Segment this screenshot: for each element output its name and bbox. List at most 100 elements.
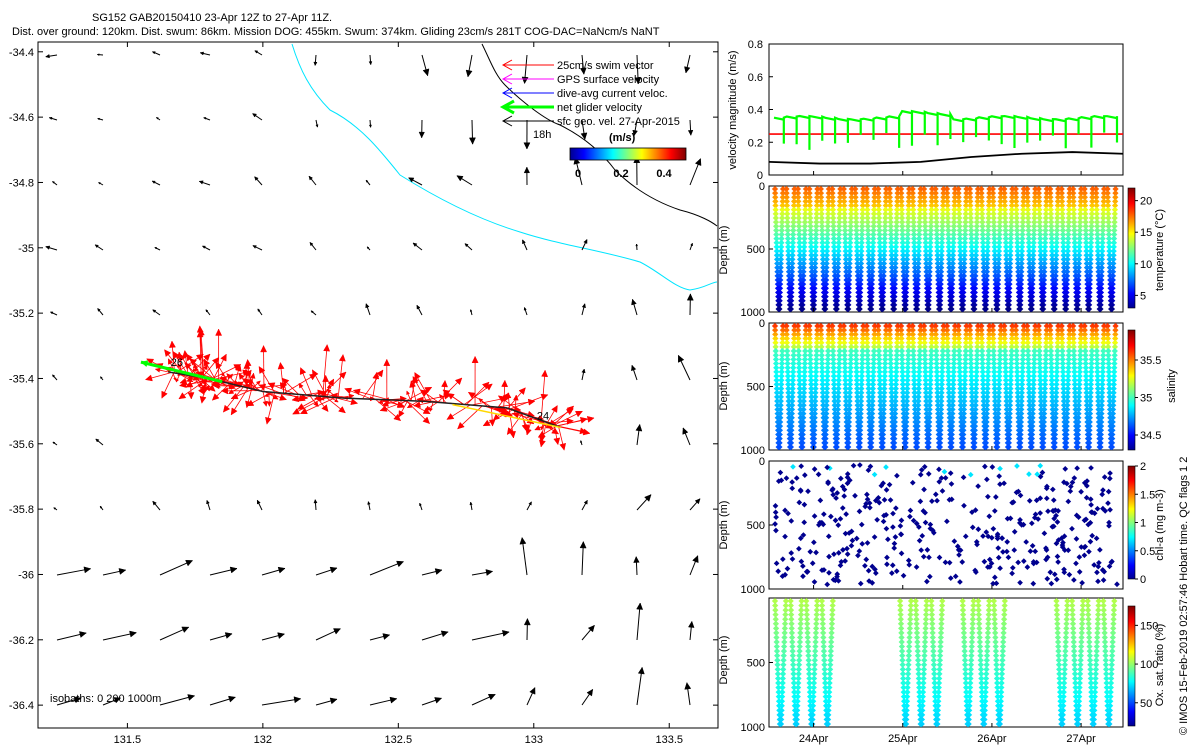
profile-point — [808, 256, 815, 263]
profile-point — [785, 256, 792, 263]
geo-velocity-arrow — [53, 507, 58, 511]
profile-point — [823, 256, 830, 263]
profile-point — [773, 252, 781, 259]
profile-point — [915, 252, 922, 259]
legend-label-gps: GPS surface velocity — [557, 74, 660, 86]
legend: 25cm/s swim vector GPS surface velocity … — [499, 59, 687, 180]
profile-point — [819, 252, 826, 259]
profile-point — [888, 256, 895, 263]
profile-point — [995, 268, 1002, 275]
profile-point — [812, 252, 819, 259]
geo-velocity-arrow — [687, 119, 694, 136]
profile-point — [880, 268, 887, 275]
swim-vector-arrow — [281, 377, 299, 395]
profile-point — [1024, 210, 1032, 217]
chla-colorbar-label: chl-a (mg m-3) — [1154, 489, 1166, 561]
profile-point — [972, 268, 979, 275]
geo-velocity-arrow — [632, 119, 638, 137]
profile-point — [881, 252, 888, 259]
profile-point — [1043, 206, 1050, 213]
swim-vector-arrow — [337, 353, 346, 398]
velocity-y-tick-label: 0.8 — [748, 39, 763, 51]
profile-point — [1054, 206, 1061, 213]
geo-velocity-arrow — [367, 501, 371, 511]
profile-point — [1047, 210, 1055, 217]
swim-vector-arrow — [312, 369, 328, 397]
geo-velocity-arrow — [465, 54, 473, 78]
profile-point — [980, 252, 987, 259]
map-y-tick-label: -34.8 — [9, 177, 34, 189]
profile-point — [1005, 301, 1012, 308]
geo-velocity-arrow — [523, 119, 531, 150]
salinity-colorbar — [1127, 329, 1136, 451]
legend-item-geo: sfc geo. vel. 27-Apr-2015 — [501, 115, 680, 128]
profile-point — [869, 268, 876, 275]
profile-point — [810, 301, 818, 308]
swim-vector-arrow — [218, 372, 225, 382]
geo-velocity-arrow — [97, 308, 104, 316]
geo-velocity-arrow — [52, 374, 58, 381]
profile-point — [1047, 202, 1054, 209]
geo-velocity-arrow — [97, 182, 104, 186]
geo-velocity-arrow — [471, 693, 496, 706]
profile-point — [823, 252, 831, 259]
geo-velocity-arrow — [471, 629, 510, 641]
profile-point — [1036, 218, 1043, 226]
geo-velocity-arrow — [313, 499, 318, 511]
profile-point — [957, 256, 964, 263]
profile-point — [959, 301, 967, 308]
profile-point — [922, 252, 930, 259]
profile-point — [980, 256, 987, 263]
profile-point — [869, 252, 876, 259]
profile-point — [842, 256, 850, 263]
profile-point — [877, 252, 884, 259]
geo-velocity-arrow — [421, 568, 443, 576]
profile-point — [991, 256, 999, 263]
swim-vector-arrow — [189, 353, 211, 376]
profile-point — [983, 268, 991, 275]
profile-point — [937, 272, 945, 280]
profile-point — [1036, 202, 1043, 209]
profile-point — [846, 256, 853, 263]
geo-velocity-arrow — [152, 309, 161, 316]
swim-vector-arrow — [554, 410, 583, 426]
geo-velocity-arrow — [56, 696, 82, 706]
profile-point — [949, 252, 957, 259]
profile-point — [1048, 218, 1055, 226]
profile-point — [833, 301, 840, 308]
profile-point — [865, 256, 872, 263]
profile-point — [891, 301, 898, 308]
profile-point — [1030, 231, 1038, 238]
profile-point — [845, 301, 852, 308]
geo-velocity-arrow — [633, 556, 640, 576]
profile-point — [1042, 210, 1050, 217]
profile-point — [1025, 227, 1032, 234]
velocity-axes-box — [768, 43, 1124, 176]
profile-point — [938, 256, 945, 263]
geo-velocity-arrow — [526, 501, 532, 511]
geo-velocity-arrow — [45, 54, 58, 59]
geo-velocity-arrow — [636, 494, 652, 511]
coastline — [291, 43, 718, 291]
geo-velocity-arrow — [686, 293, 694, 316]
profile-point — [1043, 190, 1050, 197]
geo-velocity-arrow — [159, 560, 194, 576]
chla-ylabel: Depth (m) — [718, 501, 730, 550]
swim-vector-arrow — [424, 401, 438, 411]
salinity-y-tick-label: 500 — [747, 382, 765, 394]
profile-point — [868, 301, 875, 308]
geo-velocity-arrow — [471, 569, 494, 576]
velocity-y-ticks: 00.20.40.60.8 — [748, 39, 773, 182]
swim-vector-arrow — [228, 386, 242, 395]
swim-vector-arrow — [198, 376, 216, 392]
profile-point — [1036, 214, 1043, 222]
legend-label-dac: dive-avg current veloc. — [557, 88, 668, 100]
geo-velocity-arrow — [159, 694, 196, 706]
geo-velocity-arrow — [209, 566, 238, 576]
profile-point — [948, 301, 955, 308]
profile-point — [1029, 264, 1037, 271]
profile-point — [960, 272, 967, 280]
swim-vector-arrow — [439, 393, 447, 404]
colorbar-tick-2: 0.4 — [656, 168, 672, 180]
profile-point — [1026, 260, 1033, 267]
